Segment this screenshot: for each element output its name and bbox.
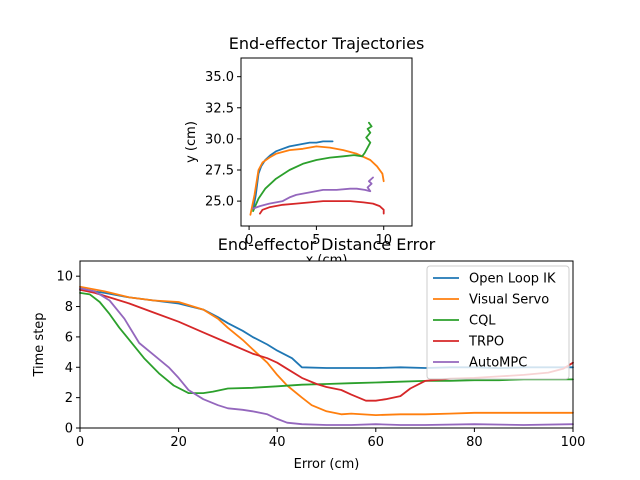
legend-label: TRPO bbox=[468, 335, 504, 350]
distance-error-frame bbox=[79, 260, 574, 429]
ax1-xtick-label: 80 bbox=[466, 435, 483, 450]
ax1-series-4-line bbox=[79, 287, 574, 426]
ax0-xtick-label: 5 bbox=[312, 233, 320, 248]
trajectories-ticks: 0 5 10 25.0 27.5 30.0 32.5 35.0 bbox=[205, 70, 392, 248]
trajectories-title: End-effector Trajectories bbox=[229, 34, 425, 53]
ax1-ytick-label: 10 bbox=[56, 270, 73, 285]
trajectories-lines bbox=[249, 121, 385, 216]
ax1-ytick-label: 8 bbox=[65, 300, 73, 315]
legend-label: Visual Servo bbox=[469, 293, 549, 308]
ax0-ytick-label: 27.5 bbox=[205, 164, 234, 179]
ax1-series-2-line bbox=[79, 291, 574, 395]
ax1-xtick-label: 40 bbox=[269, 435, 286, 450]
ax0-series-3-line bbox=[258, 200, 385, 215]
trajectories-ylabel: y (cm) bbox=[184, 121, 199, 163]
trajectories-axes: 0 5 10 25.0 27.5 30.0 32.5 35.0 End-effector Tr… bbox=[184, 34, 424, 268]
ax0-xtick-label: 10 bbox=[375, 233, 392, 248]
ax1-xtick-label: 100 bbox=[561, 435, 586, 450]
legend-frame bbox=[426, 265, 570, 380]
distance-error-ticks: 0 20 40 60 80 100 0 2 4 6 8 10 bbox=[56, 270, 585, 450]
legend-label: AutoMPC bbox=[469, 356, 527, 371]
ax1-xtick-label: 0 bbox=[76, 435, 84, 450]
ax0-ytick-label: 30.0 bbox=[205, 132, 234, 147]
ax0-ytick-label: 32.5 bbox=[205, 101, 234, 116]
ax1-ytick-label: 4 bbox=[65, 361, 73, 376]
legend-label: Open Loop IK bbox=[469, 272, 556, 287]
distance-error-title: End-effector Distance Error bbox=[218, 235, 436, 254]
ax1-ytick-label: 0 bbox=[65, 422, 73, 437]
ax0-series-0-line bbox=[252, 140, 334, 211]
ax0-series-2-line bbox=[252, 121, 373, 213]
legend-label: CQL bbox=[469, 314, 496, 329]
trajectories-frame bbox=[240, 57, 413, 227]
distance-error-lines bbox=[79, 285, 574, 426]
ax1-xtick-label: 20 bbox=[170, 435, 187, 450]
ax1-ytick-label: 6 bbox=[65, 330, 73, 345]
ax1-xtick-label: 60 bbox=[368, 435, 385, 450]
ax0-series-4-line bbox=[252, 176, 374, 210]
ax0-ytick-label: 35.0 bbox=[205, 70, 234, 85]
ax0-ytick-label: 25.0 bbox=[205, 195, 234, 210]
ax0-series-1-line bbox=[249, 145, 385, 216]
ax0-xtick-label: 0 bbox=[245, 233, 253, 248]
distance-error-xlabel: Error (cm) bbox=[294, 457, 360, 472]
ax1-ytick-label: 2 bbox=[65, 391, 73, 406]
legend: Open Loop IK Visual Servo CQL TRPO AutoMPC bbox=[426, 265, 570, 380]
distance-error-ylabel: Time step bbox=[32, 312, 47, 377]
ax1-series-1-line bbox=[79, 285, 574, 417]
